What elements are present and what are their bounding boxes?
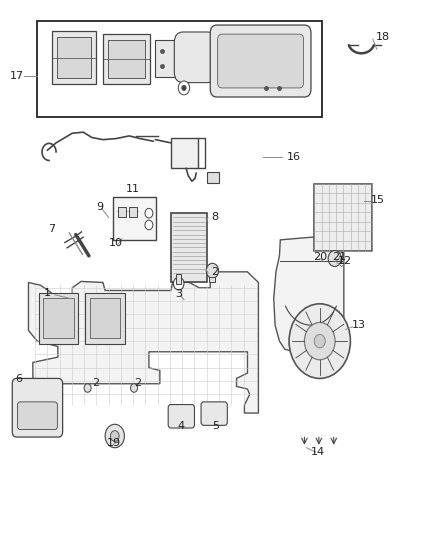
Text: 6: 6 — [15, 375, 22, 384]
Text: 12: 12 — [338, 256, 352, 266]
Circle shape — [110, 431, 119, 441]
Text: 7: 7 — [48, 224, 55, 234]
Text: 2: 2 — [134, 378, 141, 387]
FancyBboxPatch shape — [113, 197, 156, 240]
Circle shape — [84, 384, 91, 392]
Circle shape — [145, 220, 153, 230]
FancyBboxPatch shape — [108, 40, 145, 78]
FancyBboxPatch shape — [12, 378, 63, 437]
Circle shape — [145, 208, 153, 218]
FancyBboxPatch shape — [201, 402, 227, 425]
FancyBboxPatch shape — [37, 21, 322, 117]
Text: 5: 5 — [212, 422, 219, 431]
FancyBboxPatch shape — [39, 293, 78, 344]
Text: 16: 16 — [286, 152, 300, 162]
Text: 2: 2 — [92, 378, 99, 387]
FancyBboxPatch shape — [155, 40, 177, 77]
Circle shape — [304, 322, 335, 360]
FancyBboxPatch shape — [129, 207, 137, 217]
FancyBboxPatch shape — [52, 31, 96, 84]
Text: 2: 2 — [211, 267, 218, 277]
Text: 3: 3 — [175, 289, 182, 299]
Text: 1: 1 — [44, 288, 51, 298]
Text: 10: 10 — [109, 238, 123, 247]
Text: 21: 21 — [332, 252, 346, 262]
FancyBboxPatch shape — [90, 298, 120, 338]
FancyBboxPatch shape — [218, 34, 304, 88]
Text: 19: 19 — [107, 439, 121, 448]
Polygon shape — [28, 272, 258, 413]
Text: 8: 8 — [211, 213, 218, 222]
FancyBboxPatch shape — [18, 402, 57, 430]
Circle shape — [182, 85, 186, 91]
Circle shape — [289, 304, 350, 378]
Text: 18: 18 — [376, 33, 390, 42]
Text: 11: 11 — [126, 184, 140, 194]
Text: 4: 4 — [178, 422, 185, 431]
Text: 9: 9 — [96, 202, 103, 212]
FancyBboxPatch shape — [57, 37, 91, 78]
Circle shape — [206, 263, 219, 278]
FancyBboxPatch shape — [85, 293, 125, 344]
FancyBboxPatch shape — [174, 32, 216, 83]
FancyBboxPatch shape — [171, 138, 198, 168]
FancyBboxPatch shape — [314, 184, 372, 251]
FancyBboxPatch shape — [210, 25, 311, 97]
Circle shape — [173, 277, 184, 290]
FancyBboxPatch shape — [209, 277, 215, 282]
Text: 17: 17 — [10, 71, 24, 81]
Polygon shape — [274, 236, 344, 352]
FancyBboxPatch shape — [168, 405, 194, 428]
Text: 14: 14 — [311, 447, 325, 457]
Text: 15: 15 — [371, 195, 385, 205]
Text: 13: 13 — [352, 320, 366, 330]
FancyBboxPatch shape — [207, 172, 219, 183]
FancyBboxPatch shape — [176, 274, 181, 284]
FancyBboxPatch shape — [171, 213, 207, 282]
FancyBboxPatch shape — [118, 207, 126, 217]
Circle shape — [328, 251, 341, 266]
Circle shape — [105, 424, 124, 448]
Circle shape — [314, 334, 325, 348]
FancyBboxPatch shape — [103, 34, 150, 84]
Circle shape — [178, 81, 190, 95]
Text: 20: 20 — [313, 252, 327, 262]
FancyBboxPatch shape — [43, 298, 74, 338]
Circle shape — [131, 384, 138, 392]
